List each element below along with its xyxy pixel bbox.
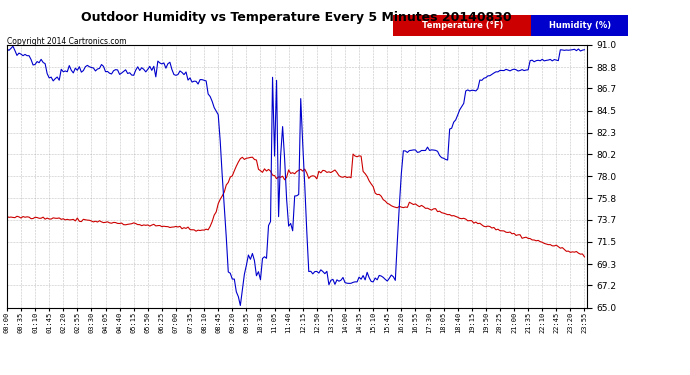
Text: Outdoor Humidity vs Temperature Every 5 Minutes 20140830: Outdoor Humidity vs Temperature Every 5 … bbox=[81, 11, 512, 24]
Text: Temperature (°F): Temperature (°F) bbox=[422, 21, 503, 30]
Text: Copyright 2014 Cartronics.com: Copyright 2014 Cartronics.com bbox=[7, 38, 126, 46]
Text: Humidity (%): Humidity (%) bbox=[549, 21, 611, 30]
